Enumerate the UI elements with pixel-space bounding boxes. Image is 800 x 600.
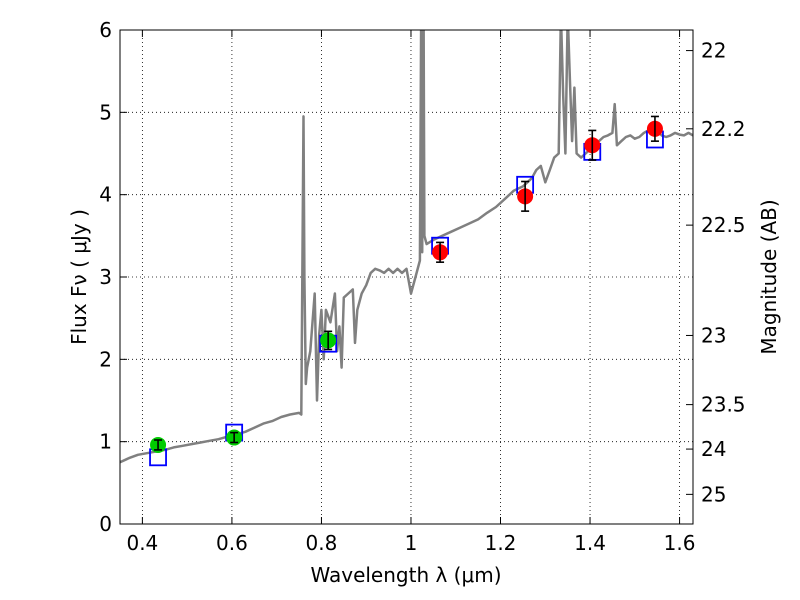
y-tick-label: 5: [99, 100, 112, 124]
spectrum-line: [120, 30, 693, 464]
y2-tick-label: 22.5: [701, 213, 746, 237]
y-tick-label: 4: [99, 183, 112, 207]
x-tick-label: 1.6: [664, 531, 696, 555]
plot-data: [120, 30, 693, 467]
y2-tick-label: 22: [701, 39, 726, 63]
y2-tick-label: 23: [701, 323, 726, 347]
x-tick-label: 1: [405, 531, 418, 555]
x-tick-label: 0.8: [306, 531, 338, 555]
y2-tick-label: 25: [701, 482, 726, 506]
axis-ticks: 0.4 0.6 0.8 1 1.2 1.4 1.601234562222.222.52323…: [99, 18, 745, 555]
y-tick-label: 6: [99, 18, 112, 42]
y-axis-title: Flux Fν ( μJy ): [67, 209, 91, 345]
plot-area: [120, 30, 693, 524]
x-tick-label: 0.6: [216, 531, 248, 555]
y-tick-label: 1: [99, 430, 112, 454]
x-tick-label: 0.4: [126, 531, 158, 555]
y2-tick-label: 23.5: [701, 393, 746, 417]
x-axis-title: Wavelength λ (μm): [310, 563, 501, 587]
y-tick-label: 3: [99, 265, 112, 289]
y-tick-label: 2: [99, 347, 112, 371]
y-tick-label: 0: [99, 512, 112, 536]
x-tick-label: 1.2: [485, 531, 517, 555]
x-tick-label: 1.4: [574, 531, 606, 555]
y2-axis-title: Magnitude (AB): [757, 199, 781, 354]
y2-tick-label: 22.2: [701, 117, 746, 141]
y2-tick-label: 24: [701, 437, 726, 461]
